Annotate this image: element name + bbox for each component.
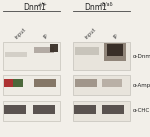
Bar <box>75 47 99 55</box>
Bar <box>73 75 130 95</box>
Bar <box>3 42 60 70</box>
Bar <box>13 79 23 87</box>
Bar <box>3 101 60 121</box>
Bar <box>73 42 130 70</box>
Bar <box>73 101 130 121</box>
Text: Dnm1: Dnm1 <box>84 3 107 12</box>
Text: Dnm1: Dnm1 <box>23 3 46 12</box>
Text: α-Amph: α-Amph <box>133 82 150 88</box>
Bar <box>33 105 55 114</box>
Text: α-Dnm1: α-Dnm1 <box>133 54 150 58</box>
Text: α-CHC: α-CHC <box>133 109 150 113</box>
Bar <box>74 105 96 114</box>
Bar <box>5 52 27 57</box>
Bar <box>4 105 26 114</box>
Bar <box>3 75 60 95</box>
Bar <box>34 79 56 87</box>
Text: IP: IP <box>42 33 49 40</box>
Bar <box>107 44 123 56</box>
Bar <box>104 43 126 61</box>
Text: aδ/aδ: aδ/aδ <box>99 2 113 7</box>
Text: +/+: +/+ <box>38 2 48 7</box>
Bar <box>75 79 97 87</box>
Text: input: input <box>14 27 27 40</box>
Bar <box>4 79 13 87</box>
Bar <box>34 47 54 53</box>
Bar <box>102 79 122 87</box>
Text: IP: IP <box>112 33 119 40</box>
Bar <box>102 105 124 114</box>
Text: input: input <box>84 27 97 40</box>
Bar <box>50 44 58 52</box>
